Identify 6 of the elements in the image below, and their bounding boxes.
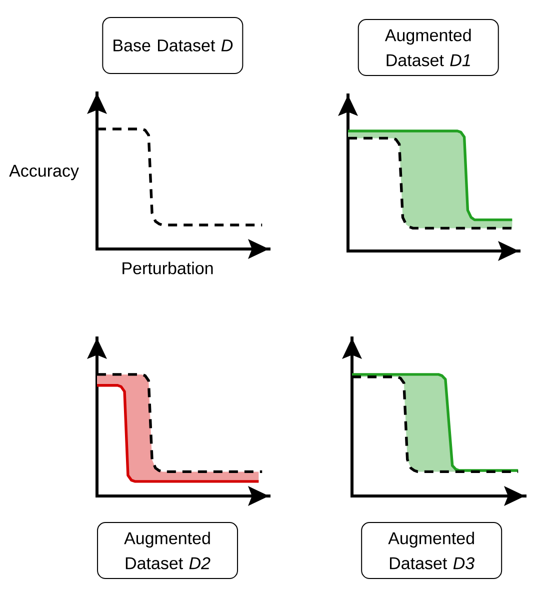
chart-title: Augmented Dataset D1 bbox=[384, 28, 471, 66]
text: Augmented Dataset D2 bbox=[124, 532, 210, 570]
y-axis-title: Accuracy bbox=[9, 164, 79, 180]
chart-title: Base Dataset D bbox=[114, 40, 233, 52]
text: Augmented Dataset D3 bbox=[388, 532, 474, 570]
x-axis-title: Perturbation bbox=[122, 262, 213, 274]
